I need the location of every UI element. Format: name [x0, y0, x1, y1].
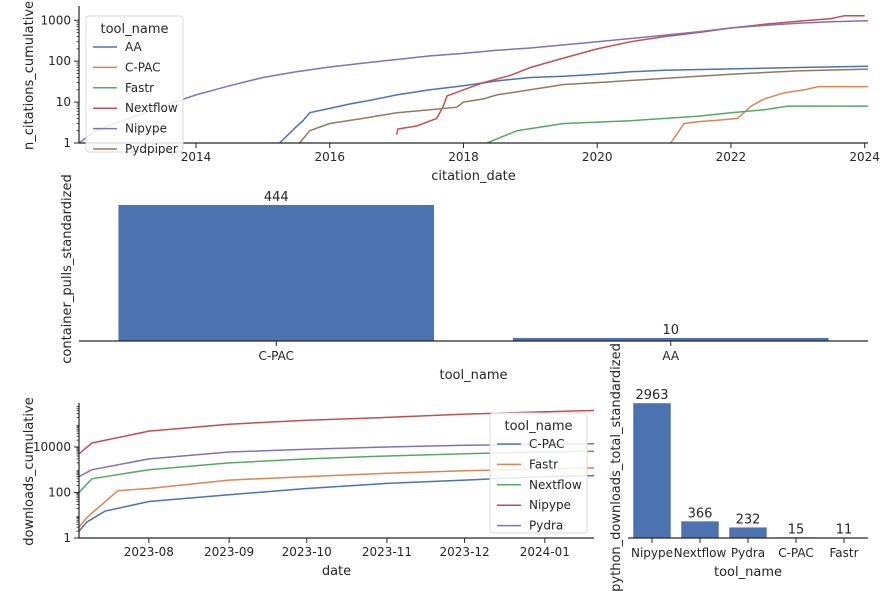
x-tick-label: 2016: [314, 150, 345, 164]
bar-value-label: 11: [836, 522, 853, 537]
y-axis-label: container_pulls_standardized: [60, 174, 75, 363]
bar-value-label: 366: [688, 506, 713, 521]
bar-nextflow: [681, 521, 719, 538]
y-tick-label: 10000: [33, 440, 71, 454]
x-tick-label: AA: [662, 349, 680, 363]
x-tick-label: 2014: [181, 150, 212, 164]
legend-entry-nextflow: Nextflow: [125, 101, 178, 115]
x-tick-label: 2023-10: [282, 545, 332, 559]
container-pulls-chart: 444 C-PAC 10 AA tool_name container_pulls_sta…: [60, 174, 868, 383]
x-tick-label: Nextflow: [674, 546, 727, 560]
bar-value-label: 232: [736, 512, 761, 527]
y-tick-label: 10: [56, 95, 71, 109]
y-tick-label: 100: [48, 485, 71, 499]
y-axis-label: n_citations_cumulative: [22, 1, 37, 150]
x-tick-label: C-PAC: [778, 546, 814, 560]
x-tick-label: Nipype: [631, 546, 673, 560]
legend-entry-fastr: Fastr: [529, 457, 558, 471]
legend: tool_name AA C-PAC Fastr Nextflow Nipype Pydpi…: [85, 15, 184, 156]
x-tick-label: 2023-12: [440, 545, 490, 559]
x-axis-label: tool_name: [440, 368, 508, 383]
bar-value-label: 2963: [635, 388, 668, 403]
series-line-fastr: [486, 105, 868, 143]
bar-nipype: [633, 403, 671, 538]
series-line-c-pac: [670, 85, 868, 143]
y-tick-label: 1: [63, 136, 71, 150]
x-tick-label: 2024: [849, 150, 880, 164]
x-tick-label: 2020: [582, 150, 613, 164]
legend-entry-pydpiper: Pydpiper: [125, 142, 178, 156]
y-axis-label: python_downloads_total_standardized: [609, 343, 624, 591]
legend-entry-nipype: Nipype: [529, 498, 571, 512]
downloads-chart: 2023-08 2023-09 2023-10 2023-11 2023-12 2024-…: [22, 397, 594, 579]
series-line-pydpiper: [299, 68, 868, 143]
x-tick-label: 2018: [448, 150, 479, 164]
x-axis-label: date: [322, 564, 351, 579]
x-tick-label: 2022: [716, 150, 747, 164]
legend-title: tool_name: [101, 22, 169, 37]
legend-entry-c-pac: C-PAC: [529, 437, 565, 451]
y-tick-label: 1000: [40, 13, 71, 27]
bar-pydra: [729, 527, 767, 538]
python-downloads-chart: 2963 Nipype 366 Nextflow 232 Pydra 15 C-PAC 11 Fa…: [609, 343, 868, 591]
legend-frame: [85, 15, 184, 153]
y-axis-label: downloads_cumulative: [22, 397, 37, 545]
legend-entry-fastr: Fastr: [125, 81, 154, 95]
y-tick-label: 100: [48, 54, 71, 68]
series-line-aa: [279, 65, 868, 143]
y-tick-label: 1: [63, 531, 71, 545]
bar-value-label: 444: [264, 190, 289, 205]
legend-frame: [489, 412, 588, 534]
bar-value-label: 15: [788, 522, 805, 537]
bar-aa: [512, 337, 829, 341]
series-line-nextflow: [395, 14, 865, 135]
x-tick-label: 2023-11: [362, 545, 412, 559]
bar-c-pac: [118, 204, 435, 341]
x-tick-label: 2023-09: [204, 545, 254, 559]
legend-entry-pydra: Pydra: [529, 519, 563, 533]
x-tick-label: 2024-01: [520, 545, 570, 559]
x-tick-label: Fastr: [829, 546, 858, 560]
citations-chart: 2014 2016 2018 2020 2022 2024 1 10 100 1000 citati…: [22, 1, 880, 184]
x-tick-label: Pydra: [731, 546, 765, 560]
series-lines: [79, 14, 868, 143]
series-line-nipype: [79, 19, 868, 143]
x-tick-label: C-PAC: [258, 349, 294, 363]
legend-entry-c-pac: C-PAC: [125, 60, 161, 74]
x-axis-label: citation_date: [431, 169, 516, 184]
legend-entry-nipype: Nipype: [125, 122, 167, 136]
legend-entry-nextflow: Nextflow: [529, 478, 582, 492]
x-tick-label: 2023-08: [124, 545, 174, 559]
legend-entry-aa: AA: [125, 40, 143, 54]
legend-title: tool_name: [505, 419, 573, 434]
x-axis-label: tool_name: [714, 565, 782, 580]
legend: tool_name C-PAC Fastr Nextflow Nipype Pydra: [489, 412, 588, 534]
bar-value-label: 10: [662, 323, 679, 338]
